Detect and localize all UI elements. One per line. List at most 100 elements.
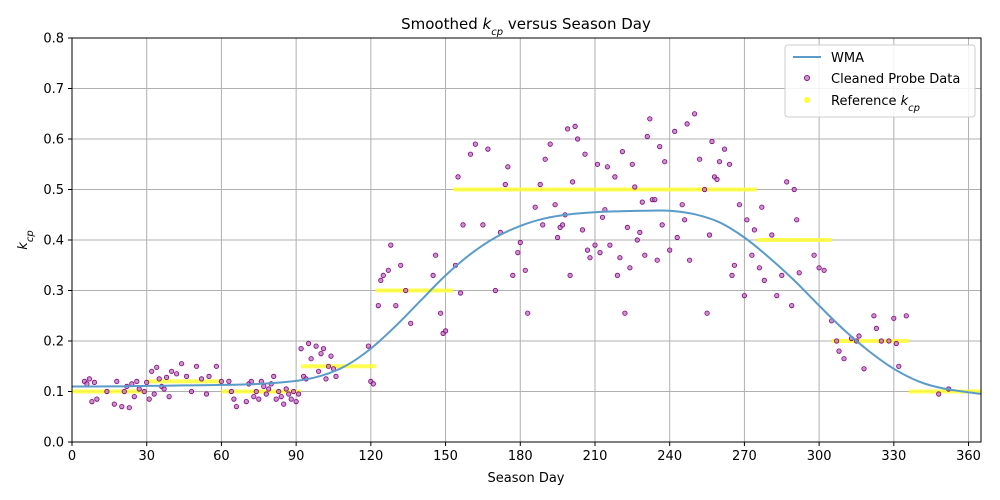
- probe-data-point: [684, 121, 690, 127]
- probe-data-point: [704, 310, 710, 316]
- probe-data-point: [472, 141, 478, 147]
- probe-data-point: [233, 403, 239, 410]
- legend-box: [784, 44, 976, 118]
- probe-data-point: [119, 403, 125, 410]
- probe-data-point: [305, 340, 312, 347]
- probe-data-point: [290, 388, 297, 395]
- chart-title: Smoothed kcp versus Season Day: [401, 15, 651, 38]
- probe-data-point: [333, 373, 339, 379]
- probe-data-point: [375, 302, 381, 309]
- title-subscript: cp: [491, 27, 503, 38]
- probe-data-point: [89, 398, 95, 405]
- y-label-symbol: k: [16, 242, 31, 250]
- legend-reference-swatch: [804, 97, 810, 103]
- probe-data-point: [408, 320, 414, 326]
- probe-data-point: [263, 391, 269, 397]
- probe-data-point: [104, 388, 110, 395]
- probe-data-point: [111, 401, 117, 407]
- probe-data-point: [325, 363, 332, 369]
- probe-data-point: [86, 376, 93, 382]
- probe-data-point: [164, 374, 170, 380]
- probe-data-point: [769, 232, 775, 238]
- probe-data-point: [878, 338, 885, 344]
- probe-data-point: [203, 391, 210, 397]
- probe-data-point: [637, 229, 643, 235]
- probe-data-point: [729, 272, 735, 278]
- probe-data-point: [796, 270, 802, 276]
- wma-line: [71, 209, 982, 395]
- probe-data-point: [166, 393, 172, 400]
- probe-data-point: [193, 363, 200, 369]
- probe-data-point: [726, 161, 733, 167]
- probe-data-point: [716, 159, 723, 165]
- probe-data-point: [403, 287, 409, 294]
- probe-data-point: [380, 272, 386, 278]
- probe-data-point: [647, 116, 653, 122]
- probe-data-point: [188, 388, 195, 395]
- probe-data-point: [552, 202, 558, 208]
- probe-data-point: [179, 361, 185, 367]
- probe-data-point: [567, 272, 573, 278]
- probe-data-point: [315, 368, 322, 374]
- probe-data-point: [639, 199, 645, 205]
- legend-ref-subscript: cp: [908, 103, 920, 114]
- probe-data-point: [295, 391, 302, 397]
- probe-data-point: [756, 265, 763, 271]
- probe-data-point: [271, 373, 277, 379]
- probe-data-point: [642, 252, 648, 258]
- probe-data-point: [547, 141, 553, 147]
- title-suffix: versus Season Day: [503, 15, 651, 33]
- probe-data-point: [121, 388, 127, 395]
- probe-data-point: [714, 176, 720, 182]
- probe-data-point: [169, 368, 175, 374]
- probe-data-point: [226, 378, 232, 384]
- probe-data-point: [385, 267, 391, 273]
- probe-data-point: [731, 262, 738, 268]
- title-prefix: Smoothed: [401, 15, 482, 33]
- probe-data-point: [94, 396, 100, 402]
- legend-probe-label: Cleaned Probe Data: [831, 72, 960, 87]
- probe-data-point: [612, 174, 618, 180]
- probe-data-point: [278, 393, 284, 400]
- x-axis-label: Season Day: [488, 471, 565, 486]
- probe-data-point: [759, 204, 765, 210]
- probe-data-point: [789, 302, 795, 309]
- legend-ref-symbol: k: [901, 94, 909, 109]
- probe-data-point: [629, 161, 635, 167]
- x-tick-label: 180: [508, 449, 533, 464]
- y-tick-label: 0.7: [43, 82, 64, 97]
- x-tick-label: 270: [732, 449, 757, 464]
- probe-data-point: [564, 126, 571, 132]
- probe-data-point: [485, 146, 491, 152]
- legend: WMA Cleaned Probe Data Reference kcp: [784, 44, 976, 118]
- probe-data-point: [761, 277, 767, 283]
- probe-data-point: [774, 292, 780, 299]
- probe-data-point: [659, 222, 665, 228]
- probe-data-point: [709, 138, 715, 145]
- probe-data-point: [91, 379, 98, 385]
- probe-data-point: [791, 186, 797, 193]
- probe-data-point: [213, 363, 219, 369]
- x-tick-label: 300: [807, 449, 832, 464]
- probe-data-point: [313, 343, 319, 349]
- probe-data-point: [136, 386, 142, 392]
- probe-data-point: [537, 181, 543, 188]
- probe-data-point: [174, 371, 180, 377]
- probe-data-point: [328, 353, 334, 359]
- probe-data-point: [525, 310, 531, 316]
- probe-data-point: [599, 214, 606, 220]
- probe-data-point: [144, 379, 150, 385]
- probe-data-point: [256, 396, 262, 402]
- probe-data-point: [896, 363, 902, 369]
- probe-data-point: [231, 396, 237, 402]
- probe-data-point: [779, 272, 785, 278]
- probe-data-point: [308, 356, 314, 362]
- probe-data-point: [505, 164, 511, 170]
- probe-data-point: [510, 272, 516, 278]
- probe-data-point: [198, 376, 205, 382]
- probe-data-point: [679, 202, 685, 208]
- probe-data-point: [266, 386, 272, 392]
- probe-data-point: [298, 345, 304, 352]
- probe-data-point: [821, 267, 827, 273]
